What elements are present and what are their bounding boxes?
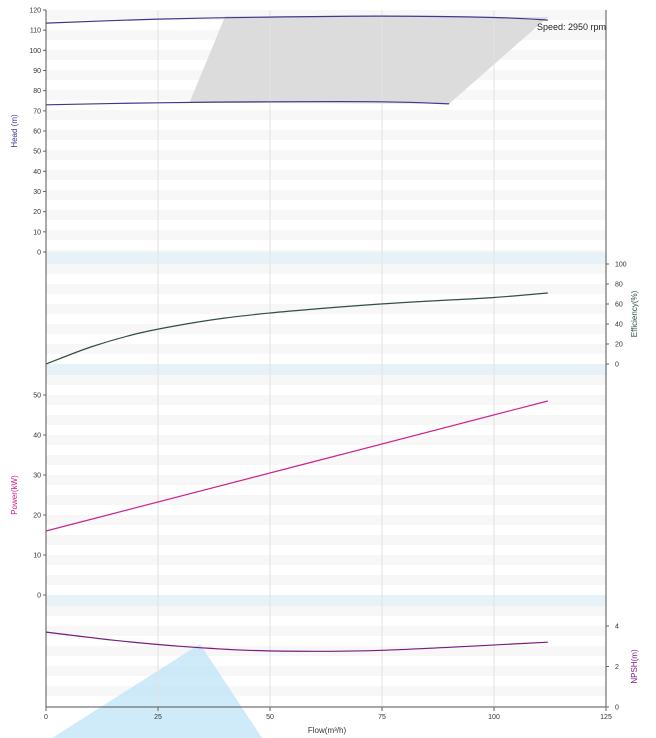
head-tick-label: 110 bbox=[30, 28, 41, 35]
x-tick-label: 25 bbox=[154, 714, 162, 721]
operating-region-area bbox=[189, 16, 548, 104]
efficiency-tick-label: 0 bbox=[615, 362, 619, 369]
x-tick-label: 75 bbox=[378, 714, 386, 721]
grid-band bbox=[46, 110, 606, 120]
head-tick-label: 20 bbox=[33, 209, 41, 216]
separator-band bbox=[46, 595, 606, 606]
watermark-logo bbox=[52, 644, 262, 738]
grid-band bbox=[46, 10, 606, 20]
speed-annotation: Speed: 2950 rpm bbox=[537, 22, 606, 32]
grid-band bbox=[46, 495, 606, 505]
efficiency-tick-label: 80 bbox=[615, 282, 623, 289]
npsh-tick-label: 4 bbox=[615, 624, 619, 631]
x-axis-title: Flow(m³/h) bbox=[308, 726, 347, 735]
efficiency-tick-label: 20 bbox=[615, 342, 623, 349]
grid-band bbox=[46, 515, 606, 525]
grid-band bbox=[46, 150, 606, 160]
grid-band bbox=[46, 344, 606, 354]
npsh-tick-label: 2 bbox=[615, 664, 619, 671]
x-tick-label: 50 bbox=[266, 714, 274, 721]
axes bbox=[43, 9, 609, 711]
grid-band bbox=[46, 455, 606, 465]
head-tick-label: 100 bbox=[29, 48, 41, 55]
power-axis-title: Power(kW) bbox=[10, 475, 19, 515]
background-bands bbox=[46, 10, 606, 707]
watermark-triangle bbox=[52, 644, 262, 738]
grid-band bbox=[46, 415, 606, 425]
grid-band bbox=[46, 555, 606, 565]
efficiency-tick-label: 40 bbox=[615, 322, 623, 329]
grid-band bbox=[46, 170, 606, 180]
separator-band bbox=[46, 364, 606, 375]
power-tick-label: 10 bbox=[33, 553, 41, 560]
efficiency-axis-title: Efficiency(%) bbox=[630, 290, 639, 337]
x-tick-label: 100 bbox=[488, 714, 500, 721]
head-tick-label: 50 bbox=[33, 149, 41, 156]
head-tick-label: 10 bbox=[33, 229, 41, 236]
npsh-axis-title: NPSH(m) bbox=[630, 649, 639, 684]
power-tick-label: 20 bbox=[33, 513, 41, 520]
head-tick-label: 0 bbox=[37, 250, 41, 257]
grid-band bbox=[46, 210, 606, 220]
power-tick-label: 30 bbox=[33, 473, 41, 480]
npsh-tick-label: 0 bbox=[615, 705, 619, 712]
head-axis-title: Head (m) bbox=[10, 114, 19, 148]
efficiency-tick-label: 100 bbox=[615, 262, 627, 269]
grid-band bbox=[46, 250, 606, 252]
grid-band bbox=[46, 606, 606, 616]
power-curve-1 bbox=[45, 400, 548, 532]
npsh-curve-1 bbox=[45, 631, 548, 652]
grid-band bbox=[46, 666, 606, 676]
curves bbox=[45, 15, 548, 652]
x-tick-label: 125 bbox=[600, 714, 612, 721]
head-tick-label: 80 bbox=[33, 88, 41, 95]
power-tick-label: 50 bbox=[33, 393, 41, 400]
grid-band bbox=[46, 626, 606, 636]
power-tick-label: 0 bbox=[37, 593, 41, 600]
grid-band bbox=[46, 575, 606, 585]
x-tick-label: 0 bbox=[44, 714, 48, 721]
grid-band bbox=[46, 395, 606, 405]
efficiency-tick-label: 60 bbox=[615, 302, 623, 309]
grid-band bbox=[46, 535, 606, 545]
grid-lines bbox=[157, 10, 495, 707]
grid-band bbox=[46, 230, 606, 240]
operating-region bbox=[189, 16, 548, 104]
head-tick-label: 90 bbox=[33, 68, 41, 75]
head-curve-2 bbox=[45, 100, 450, 106]
grid-band bbox=[46, 304, 606, 314]
grid-band bbox=[46, 130, 606, 140]
head-tick-label: 60 bbox=[33, 129, 41, 136]
power-tick-label: 40 bbox=[33, 433, 41, 440]
efficiency-curve-1 bbox=[45, 292, 548, 365]
head-tick-label: 40 bbox=[33, 169, 41, 176]
grid-band bbox=[46, 190, 606, 200]
head-curve-1 bbox=[45, 15, 548, 24]
head-tick-label: 30 bbox=[33, 189, 41, 196]
head-tick-label: 120 bbox=[29, 8, 41, 15]
grid-band bbox=[46, 375, 606, 385]
separator-band bbox=[46, 252, 606, 264]
grid-band bbox=[46, 324, 606, 334]
grid-band bbox=[46, 475, 606, 485]
grid-band bbox=[46, 435, 606, 445]
head-tick-label: 70 bbox=[33, 108, 41, 115]
grid-band bbox=[46, 264, 606, 274]
grid-band bbox=[46, 686, 606, 696]
grid-band bbox=[46, 284, 606, 294]
